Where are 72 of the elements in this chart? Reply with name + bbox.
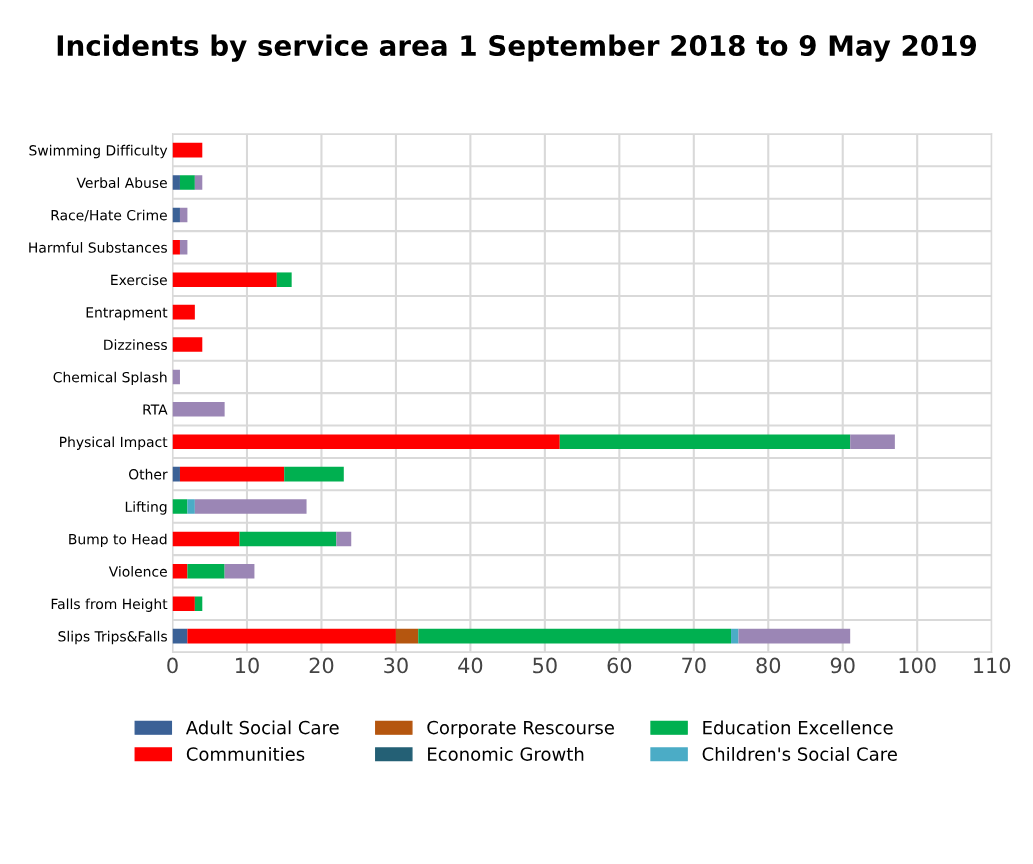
y-tick-label: RTA [143, 404, 168, 415]
x-tick-label: 90 [830, 657, 855, 674]
y-tick-label: Other [128, 468, 168, 480]
bar [172, 142, 203, 158]
legend-label: Children's Social Care [702, 746, 897, 761]
bar [738, 628, 851, 644]
bar [284, 466, 344, 482]
y-tick-label: Slips Trips&Falls [58, 630, 167, 645]
bar [172, 175, 180, 190]
y-tick-label: Falls from Height [51, 598, 168, 612]
bar [179, 175, 195, 190]
bar [172, 628, 188, 644]
bar [172, 207, 180, 223]
bar [194, 499, 307, 514]
x-tick-label: 50 [533, 657, 557, 674]
y-tick-label: Physical Impact [60, 436, 168, 450]
bar [172, 402, 225, 417]
y-tick-label: Chemical Splash [53, 371, 167, 386]
bar [731, 628, 739, 644]
x-tick-label: 80 [756, 657, 781, 674]
bar [172, 369, 180, 385]
bar [418, 628, 732, 644]
bar [172, 337, 203, 352]
bar [850, 434, 895, 450]
bar [276, 272, 292, 288]
y-tick-label: Harmful Substances [29, 242, 167, 253]
legend-label: Education Excellence [703, 720, 893, 735]
bar [172, 531, 240, 547]
y-tick-label: Swimming Difficulty [29, 144, 168, 159]
bar [179, 207, 188, 223]
y-tick-label: Lifting [125, 501, 167, 515]
x-tick-label: 100 [899, 657, 936, 674]
x-tick-label: 20 [309, 657, 334, 674]
bar [194, 596, 203, 612]
bar [239, 531, 337, 547]
bar [172, 304, 195, 320]
y-tick-label: Bump to Head [69, 533, 167, 548]
y-tick-label: Race/Hate Crime [51, 209, 167, 222]
x-tick-label: 70 [682, 657, 706, 674]
bar [224, 564, 255, 579]
x-tick-label: 60 [607, 657, 632, 674]
y-tick-label: Entrapment [86, 307, 168, 321]
bar [395, 628, 419, 644]
y-tick-label: Exercise [111, 274, 167, 286]
bar [172, 272, 277, 288]
bar [194, 175, 203, 190]
bar [172, 240, 180, 255]
x-tick-label: 10 [236, 657, 259, 674]
bar [172, 596, 195, 612]
bar [179, 466, 285, 482]
bar [187, 628, 396, 644]
chart-title: Incidents by service area 1 September 2018 to 9 May 2019 [57, 34, 977, 62]
legend-label: Corporate Rescourse [427, 720, 614, 738]
bar [179, 240, 188, 255]
bar [336, 531, 352, 547]
y-tick-label: Verbal Abuse [76, 177, 167, 188]
y-tick-label: Dizziness [104, 339, 167, 350]
bar [172, 564, 188, 579]
bar [187, 499, 195, 514]
bar [187, 564, 225, 579]
legend-label: Economic Growth [428, 746, 584, 761]
bar [559, 434, 851, 450]
legend-label: Adult Social Care [185, 720, 339, 735]
bar [172, 466, 180, 482]
legend-label: Communities [186, 746, 305, 761]
x-tick-label: 30 [384, 657, 408, 674]
bar [172, 434, 560, 450]
bar [172, 499, 188, 514]
x-tick-label: 0 [167, 657, 178, 674]
y-tick-label: Violence [108, 566, 167, 577]
x-tick-label: 40 [458, 657, 483, 674]
x-tick-label: 110 [974, 657, 1011, 674]
